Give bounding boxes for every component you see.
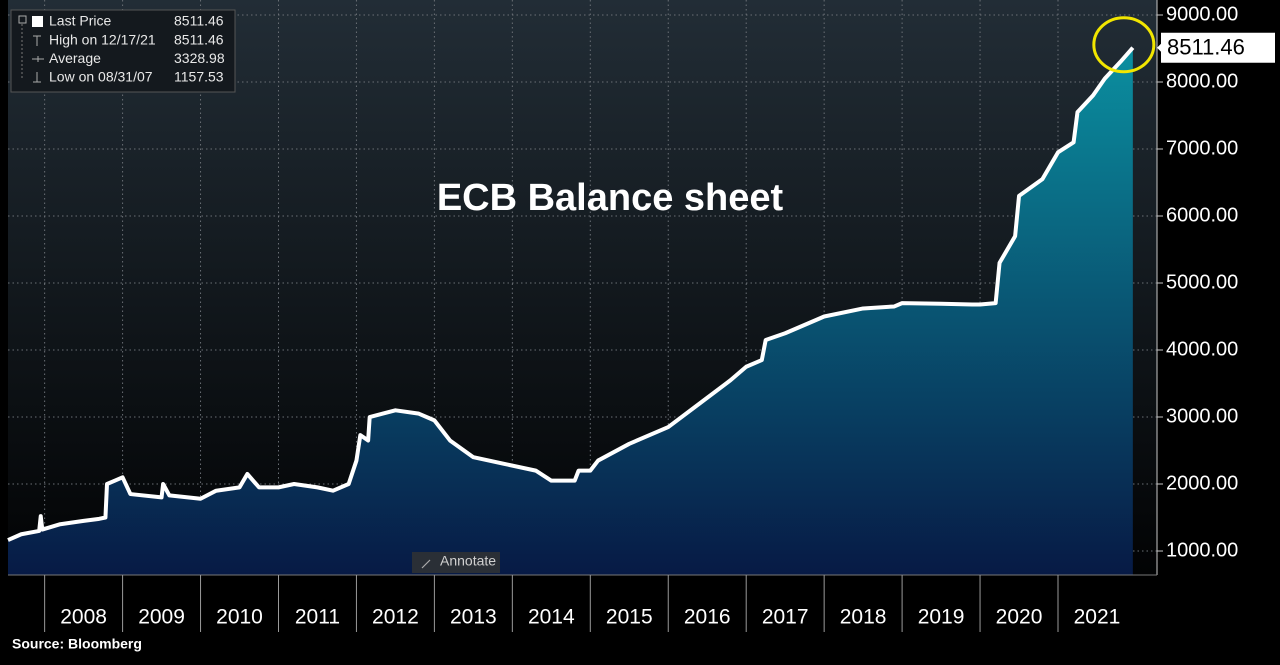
source: Source: Bloomberg: [12, 636, 142, 652]
legend-stat-value: 3328.98: [174, 50, 225, 66]
y-tick-label: 4000.00: [1166, 338, 1238, 360]
legend-stat-value: 8511.46: [174, 32, 224, 48]
y-tick-label: 7000.00: [1166, 137, 1238, 159]
legend-stat-value: 1157.53: [174, 69, 224, 85]
x-tick-label: 2010: [216, 606, 263, 629]
y-tick-label: 3000.00: [1166, 405, 1238, 427]
legend-swatch: [32, 16, 43, 27]
legend: Last Price 8511.46 High on 12/17/21 8511.…: [10, 9, 236, 93]
legend-box: [10, 9, 236, 93]
x-tick-label: 2017: [762, 606, 809, 629]
x-tick-label: 2018: [840, 606, 887, 629]
x-tick-label: 2014: [528, 606, 575, 629]
y-tick-label: 5000.00: [1166, 271, 1238, 293]
grid: [8, 0, 1157, 575]
annotate-label[interactable]: Annotate: [440, 553, 496, 569]
legend-stat-label: Low on 08/31/07: [49, 69, 153, 85]
y-tick-label: 1000.00: [1166, 539, 1238, 561]
area: [8, 47, 1133, 576]
annotate-icon: [421, 559, 431, 569]
x-tick-label: 2013: [450, 606, 497, 629]
x-tick-label: 2015: [606, 606, 653, 629]
annotate-button-bg[interactable]: [412, 552, 500, 573]
x-tick-label: 2019: [918, 606, 965, 629]
x-tick-label: 2016: [684, 606, 731, 629]
x-tick-label: 2008: [60, 606, 107, 629]
x-tick-label: 2011: [295, 606, 340, 629]
y-tick-label: 8000.00: [1166, 70, 1238, 92]
legend-collapse-icon: [18, 15, 27, 24]
legend-series-name: Last Price: [49, 13, 111, 29]
legend-stat-label: High on 12/17/21: [49, 32, 156, 48]
last-value-box: [1161, 32, 1275, 63]
x-tick-label: 2012: [372, 606, 419, 629]
chart-title: ECB Balance sheet: [437, 177, 784, 219]
highlight-circle: [1092, 16, 1156, 74]
legend-stat-label: Average: [49, 50, 101, 66]
x-tick-label: 2020: [996, 606, 1043, 629]
x-tick-label: 2021: [1074, 606, 1121, 629]
y-tick-label: 9000.00: [1166, 3, 1238, 25]
legend-low-icon: [33, 72, 41, 83]
legend-last-value: 8511.46: [174, 13, 224, 29]
y-tick-label: 2000.00: [1166, 472, 1238, 494]
line: [7, 46, 1135, 542]
x-tick-label: 2009: [138, 606, 185, 629]
last-value-label: 8511.46: [1167, 35, 1245, 60]
legend-average-icon: [32, 56, 44, 62]
y-tick-label: 6000.00: [1166, 204, 1238, 226]
marks: [7, 16, 1156, 576]
legend-high-icon: [33, 35, 41, 46]
annotate-button[interactable]: Annotate: [412, 552, 500, 573]
